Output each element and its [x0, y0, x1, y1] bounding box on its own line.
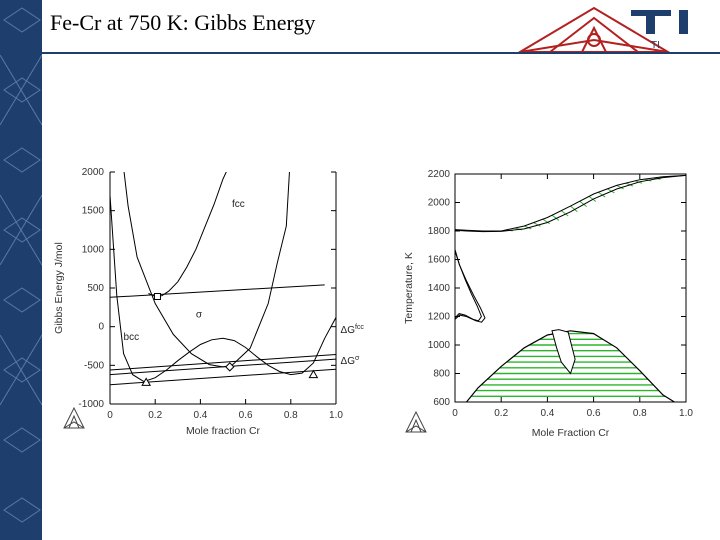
- two-phase-tie-line: [607, 188, 615, 194]
- x-tick-label: 0.6: [239, 410, 253, 421]
- tangent-line: [110, 284, 325, 298]
- x-tick-label: 0: [452, 408, 458, 419]
- annotation-superscript: fcc: [355, 324, 364, 331]
- y-tick-label: 2000: [428, 198, 451, 209]
- x-tick-label: 0.8: [284, 410, 298, 421]
- slide-header: Fe-Cr at 750 K: Gibbs Energy TI: [42, 0, 720, 54]
- y-axis-title: Temperature, K: [403, 252, 415, 324]
- x-axis-title: Mole Fraction Cr: [532, 427, 610, 439]
- x-tick-label: 0.2: [494, 408, 508, 419]
- y-tick-label: 500: [87, 283, 104, 294]
- header-rule: [42, 52, 720, 54]
- sidebar-pattern: [0, 7, 42, 523]
- x-tick-label: 0: [107, 410, 113, 421]
- phase-diagram-chart: 0 0.2 0.4 0.6 0.8 1.0 2200 2000 1800 1600 1400 1200…: [400, 158, 700, 440]
- x-tick-label: 0.4: [193, 410, 207, 421]
- sidebar-decoration: [0, 0, 42, 540]
- annotation-text: fcc: [232, 199, 245, 210]
- y-tick-label: 2000: [82, 167, 105, 178]
- logo-graphic: TI: [516, 6, 688, 53]
- two-phase-tie-line: [533, 222, 541, 227]
- x-tick-label: 1.0: [329, 410, 343, 421]
- annotation-label: ΔGσ: [341, 355, 360, 367]
- curve-bcc: [110, 195, 336, 383]
- diamond-marker: [225, 362, 235, 372]
- y-tick-label: 1500: [82, 206, 105, 217]
- two-phase-tie-line: [542, 218, 550, 225]
- two-phase-tie-line: [588, 195, 597, 202]
- mini-logo-icon: [405, 410, 427, 433]
- liquidus-curve: [454, 174, 687, 232]
- miscibility-dome-curve: [466, 330, 675, 403]
- y-tick-label: 600: [433, 397, 450, 408]
- plot-area: [110, 172, 336, 386]
- square-marker: [153, 293, 161, 301]
- x-tick-label: 0.4: [540, 408, 554, 419]
- annotation-label: bcc: [124, 332, 140, 343]
- two-phase-tie-line: [551, 214, 560, 221]
- slide-title: Fe-Cr at 750 K: Gibbs Energy: [50, 10, 316, 35]
- x-tick-label: 0.2: [148, 410, 162, 421]
- y-tick-label: 1000: [428, 340, 451, 351]
- y-tick-label: 1600: [428, 255, 451, 266]
- phase-diagram-plot: 0 0.2 0.4 0.6 0.8 1.0 2200 2000 1800 1600 1400 1200…: [403, 169, 693, 439]
- curve-σ: [123, 172, 290, 368]
- y-tick-label: -500: [84, 360, 104, 371]
- annotation-label: σ: [196, 309, 203, 320]
- y-tick-label: 1800: [428, 226, 451, 237]
- two-phase-tie-line: [597, 191, 606, 198]
- annotation-text: σ: [196, 309, 203, 320]
- annotation-text: ΔG: [341, 325, 356, 336]
- gibbs-energy-plot: 0 0.2 0.4 0.6 0.8 1.0 2000 1500 1000 500 0 -500 -100…: [53, 167, 365, 437]
- annotation-label: ΔGfcc: [341, 324, 365, 336]
- x-axis-title: Mole fraction Cr: [186, 425, 261, 437]
- x-tick-label: 0.6: [587, 408, 601, 419]
- x-tick-label: 1.0: [679, 408, 693, 419]
- annotation-superscript: σ: [355, 355, 360, 362]
- y-tick-label: 2200: [428, 169, 451, 180]
- curve-fcc: [148, 172, 227, 298]
- gamma-loop-inner-curve: [454, 249, 482, 322]
- triangle-marker: [141, 377, 152, 386]
- y-axis-title: Gibbs Energy J/mol: [53, 242, 65, 334]
- logo-text: TI: [651, 40, 660, 51]
- gibbs-energy-chart: 0 0.2 0.4 0.6 0.8 1.0 2000 1500 1000 500 0 -500 -100…: [48, 158, 382, 440]
- triangle-marker: [308, 369, 319, 379]
- x-tick-label: 0.8: [633, 408, 647, 419]
- solidus-curve: [454, 174, 687, 233]
- tangent-line: [110, 354, 336, 371]
- y-tick-label: 800: [433, 369, 450, 380]
- two-phase-tie-line: [570, 205, 578, 213]
- sigma-region-outline: [551, 329, 576, 375]
- annotation-text: ΔG: [341, 356, 356, 367]
- y-tick-label: 0: [98, 322, 104, 333]
- y-tick-label: 1200: [428, 312, 451, 323]
- y-tick-label: 1000: [82, 244, 105, 255]
- mini-logo-icon: [63, 406, 85, 429]
- y-tick-label: -1000: [78, 399, 104, 410]
- gamma-loop-curve: [454, 250, 486, 323]
- two-phase-tie-line: [616, 184, 624, 190]
- two-phase-tie-line: [579, 200, 587, 208]
- two-phase-tie-line: [560, 210, 569, 217]
- annotation-text: bcc: [124, 332, 140, 343]
- annotation-label: fcc: [232, 199, 245, 210]
- company-logo: TI: [516, 4, 706, 59]
- y-tick-label: 1400: [428, 283, 451, 294]
